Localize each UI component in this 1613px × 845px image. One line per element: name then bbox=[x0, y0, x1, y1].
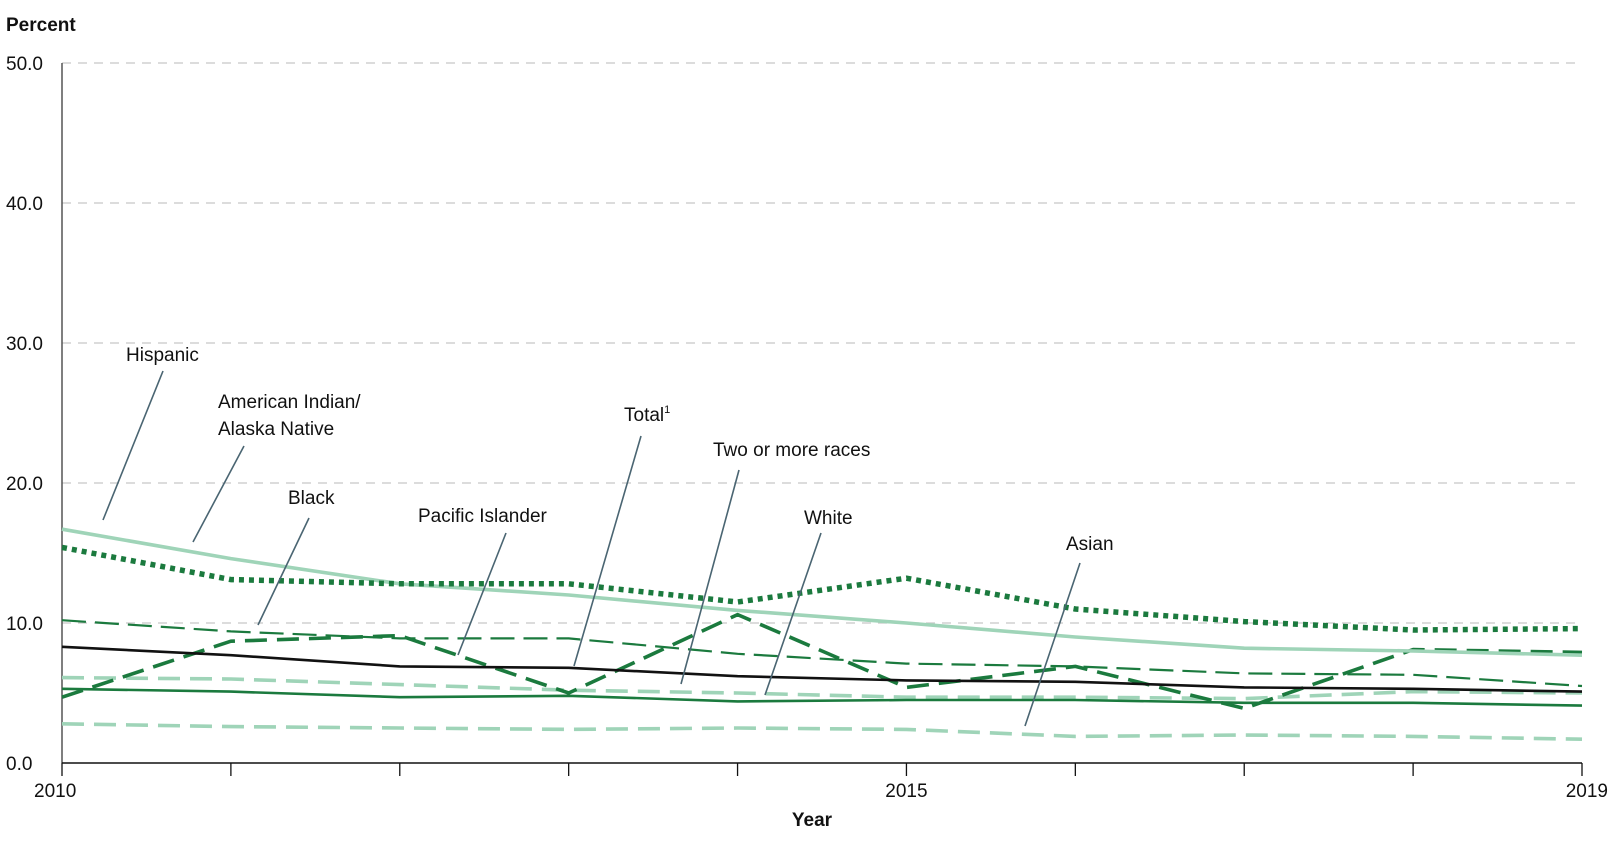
series-label-black: Black bbox=[288, 488, 335, 509]
y-axis-title: Percent bbox=[6, 15, 76, 36]
leader-line-white bbox=[764, 532, 822, 696]
leader-line-two-or-more-races bbox=[680, 469, 740, 685]
leader-line-pacific-islander bbox=[457, 532, 507, 656]
y-tick-label: 40.0 bbox=[6, 194, 43, 215]
series-label-two-or-more-races: Two or more races bbox=[713, 440, 870, 461]
y-tick-label: 0.0 bbox=[6, 754, 32, 775]
series-line-hispanic bbox=[61, 527, 1583, 657]
y-tick-label: 30.0 bbox=[6, 334, 43, 355]
series-label-american-indian-alaska-native-line2: Alaska Native bbox=[218, 419, 334, 440]
series-line-white bbox=[61, 687, 1583, 707]
series-label-hispanic: Hispanic bbox=[126, 345, 199, 366]
axes: 0.0 10.0 20.0 30.0 40.0 50.0 2010 2015 2019 bbox=[6, 54, 1608, 802]
series-label-pacific-islander: Pacific Islander bbox=[418, 506, 548, 527]
series-line-pacific-islander bbox=[61, 612, 1583, 711]
x-tick-label: 2015 bbox=[885, 781, 927, 802]
x-tick-label: 2019 bbox=[1566, 781, 1608, 802]
series-labels: Hispanic American Indian/Alaska Native Bla… bbox=[102, 345, 1114, 727]
series-label-white: White bbox=[804, 508, 853, 529]
y-tick-label: 20.0 bbox=[6, 474, 43, 495]
x-axis-title: Year bbox=[792, 810, 833, 831]
series-label-asian: Asian bbox=[1066, 534, 1114, 555]
series-line-two-or-more-races bbox=[61, 675, 1583, 701]
series-line-total bbox=[61, 645, 1583, 693]
leader-line-total bbox=[573, 435, 642, 667]
y-tick-label: 10.0 bbox=[6, 614, 43, 635]
gridlines bbox=[62, 62, 1582, 624]
y-tick-label: 50.0 bbox=[6, 54, 43, 75]
footnote-marker: 1 bbox=[664, 404, 670, 416]
series-lines bbox=[61, 527, 1583, 741]
series-label-total-text: Total bbox=[624, 405, 664, 426]
series-line-black bbox=[61, 619, 1583, 688]
series-label-total: Total1 bbox=[624, 404, 670, 426]
leader-line-american-indian-alaska-native bbox=[192, 445, 245, 543]
series-line-american-indian-alaska-native bbox=[61, 544, 1583, 633]
series-label-american-indian-alaska-native: American Indian/ bbox=[218, 392, 361, 413]
series-line-asian bbox=[61, 722, 1583, 741]
x-tick-label: 2010 bbox=[34, 781, 76, 802]
leader-line-black bbox=[257, 517, 310, 626]
leader-line-hispanic bbox=[102, 370, 164, 521]
leader-line-asian bbox=[1024, 562, 1081, 727]
